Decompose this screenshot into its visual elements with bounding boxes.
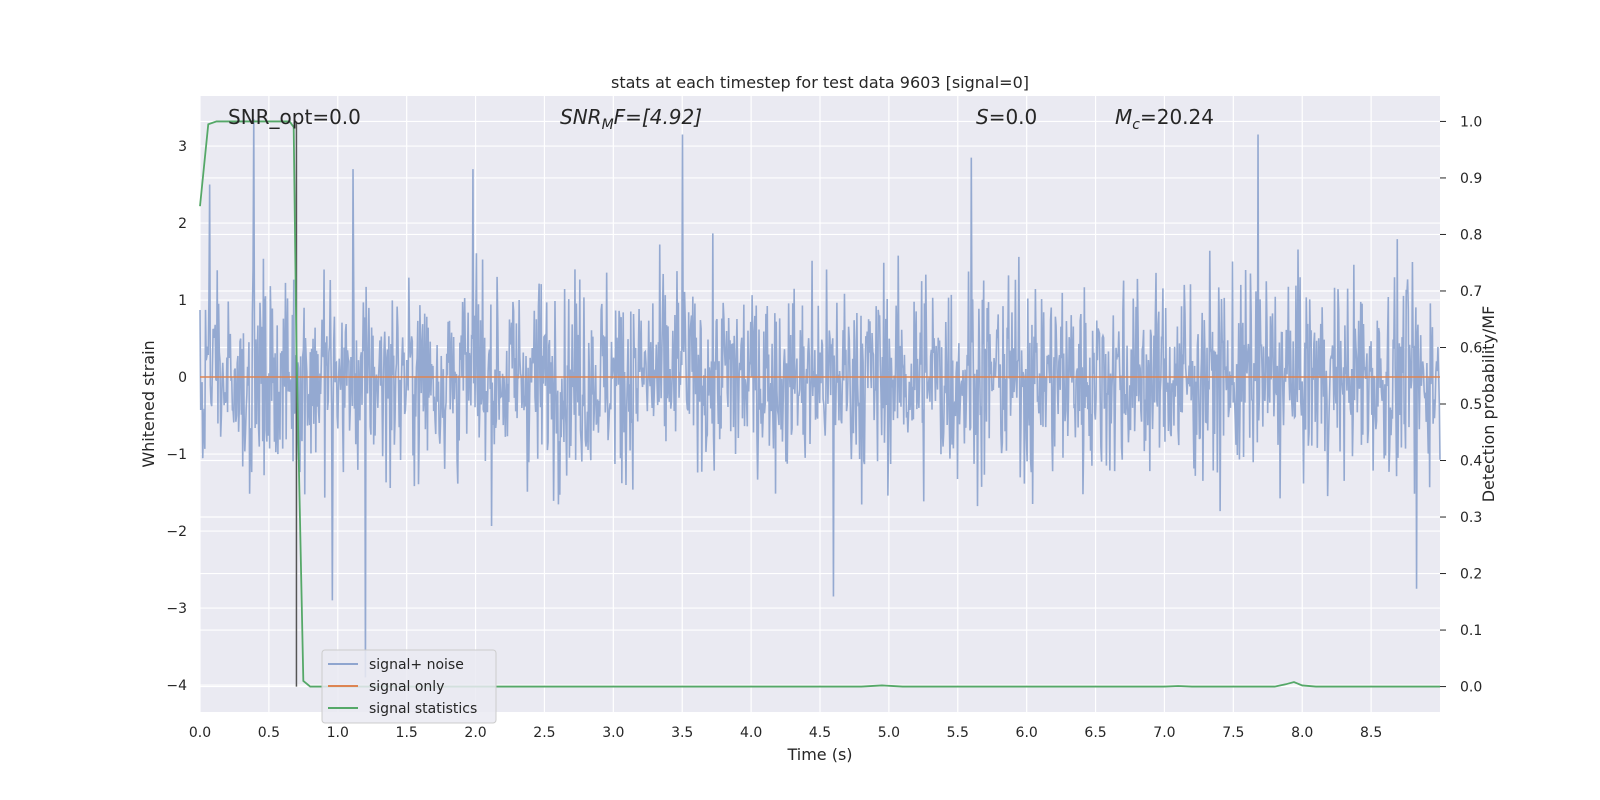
x-tick-label: 6.0 [1016,725,1038,741]
y-left-tick-label: −2 [166,524,187,540]
legend-box [321,649,497,724]
y-right-tick-label: 0.4 [1460,454,1482,470]
y-left-tick-label: 3 [178,139,187,155]
x-tick-label: 0.5 [258,725,280,741]
x-tick-label: 5.0 [878,725,900,741]
y-left-tick-label: −1 [166,447,187,463]
y-right-tick-label: 0.6 [1460,340,1482,356]
x-tick-label: 8.5 [1360,725,1382,741]
y-right-axis-label: Detection probability/MF [1479,306,1498,503]
annotation-snr-mf: SNRMF=[4.92] [560,105,702,133]
y-right-tick-label: 0.8 [1460,227,1482,243]
y-right-tick-label: 0.5 [1460,397,1482,413]
y-left-tick-label: 1 [178,293,187,309]
x-tick-label: 6.5 [1084,725,1106,741]
x-tick-label: 4.5 [809,725,831,741]
legend-label-signal-statistics: signal statistics [369,701,477,717]
x-axis-label: Time (s) [786,745,852,764]
x-tick-label: 2.5 [533,725,555,741]
y-left-tick-label: 0 [178,370,187,386]
y-left-tick-label: −3 [166,601,187,617]
y-left-tick-label: −4 [166,678,187,694]
x-tick-label: 7.5 [1222,725,1244,741]
noise-trace [199,119,1441,678]
chart-title: stats at each timestep for test data 960… [611,73,1029,92]
y-left-tick-label: 2 [178,216,187,232]
series-signal-statistics [199,120,1440,688]
x-tick-label: 1.0 [327,725,349,741]
legend-label-signal-noise: signal+ noise [369,657,464,673]
x-tick-label: 0.0 [189,725,211,741]
y-right-tick-label: 0.3 [1460,510,1482,526]
y-right-tick-label: 0.9 [1460,171,1482,187]
x-tick-label: 2.0 [464,725,486,741]
x-tick-label: 4.0 [740,725,762,741]
y-right-tick-label: 0.0 [1460,680,1482,696]
series-signal-noise [199,119,1441,678]
annotation-snr-opt: SNR_opt=0.0 [228,105,361,129]
y-right-tick-label: 0.2 [1460,567,1482,583]
x-tick-label: 3.0 [602,725,624,741]
x-tick-label: 7.0 [1153,725,1175,741]
legend: signal+ noise signal only signal statist… [321,649,497,724]
y-right-tick-label: 0.7 [1460,284,1482,300]
annotation-mc: Mc=20.24 [1115,105,1214,133]
legend-label-signal-only: signal only [369,679,444,695]
y-right-tick-label: 1.0 [1460,114,1482,130]
y-right-tick-label: 0.1 [1460,623,1482,639]
y-right-tick-labels: 1.0 0.9 0.8 0.7 0.6 0.5 0.4 0.3 0.2 0.1 0.0 [1440,114,1482,696]
x-tick-label: 3.5 [671,725,693,741]
y-left-axis-label: Whitened strain [139,340,158,467]
annotation-s: S=0.0 [976,105,1037,129]
x-tick-labels: 0.0 0.5 1.0 1.5 2.0 2.5 3.0 3.5 4.0 4.5 5.0 5.5 6.0 6… [189,725,1382,741]
y-left-tick-labels: 3 2 1 0 −1 −2 −3 −4 [166,139,187,694]
x-tick-label: 1.5 [396,725,418,741]
x-tick-label: 8.0 [1291,725,1313,741]
x-tick-label: 5.5 [947,725,969,741]
